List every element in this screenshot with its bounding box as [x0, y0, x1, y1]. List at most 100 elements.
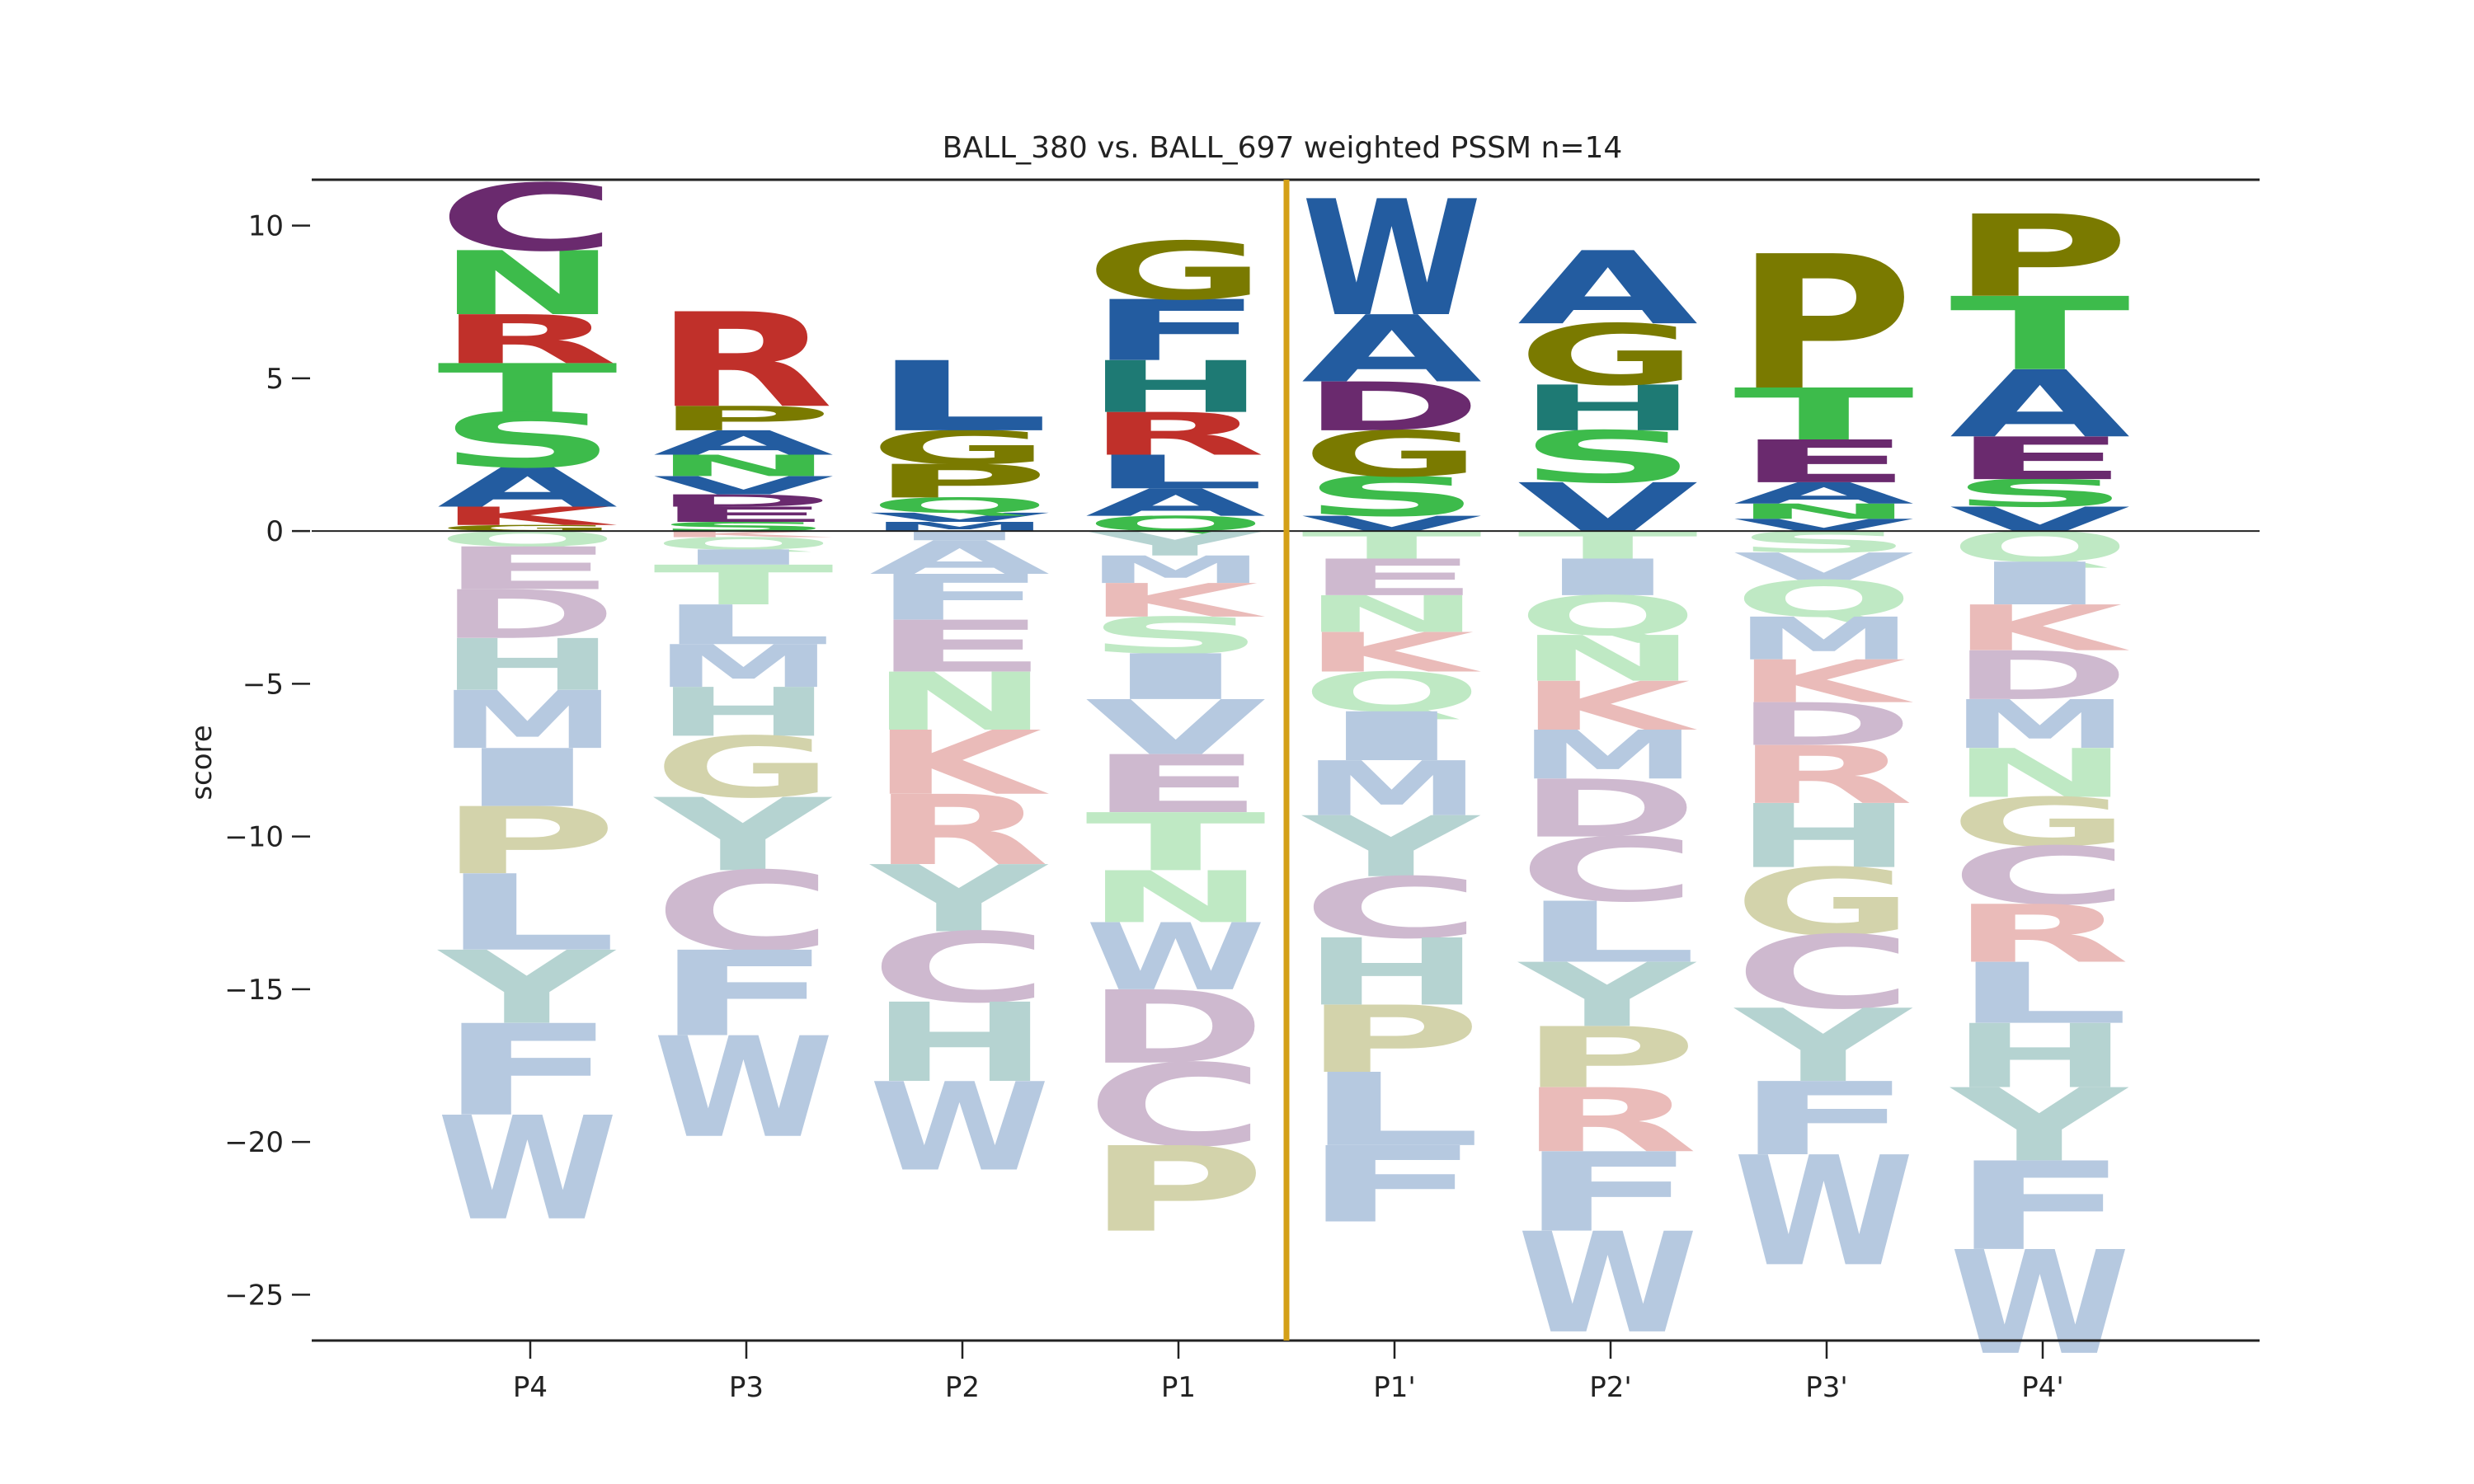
letter-a: A	[1733, 477, 1914, 510]
letter-k: K	[1950, 592, 2130, 665]
letter-q: Q	[1733, 571, 1914, 629]
letter-p: P	[1950, 191, 2130, 323]
letter-d: D	[1085, 970, 1266, 1087]
x-tick-label: P2	[945, 1371, 980, 1404]
letter-m: M	[1517, 716, 1698, 794]
letter-g: G	[1085, 226, 1266, 318]
letter-c: C	[437, 165, 618, 272]
letter-p: P	[869, 454, 1050, 508]
letter-w: W	[653, 1008, 834, 1169]
letter-l: L	[869, 341, 1050, 453]
chart-title: BALL_380 vs. BALL_697 weighted PSSM n=14	[943, 131, 1623, 165]
letter-k: K	[653, 529, 834, 539]
letter-d: D	[1733, 691, 1914, 759]
letter-s: S	[1085, 607, 1266, 665]
x-tick-label: P3	[729, 1371, 764, 1404]
letter-r: R	[869, 775, 1050, 887]
letter-s: S	[1950, 472, 2130, 515]
letter-a: A	[1301, 296, 1482, 403]
x-tick-label: P1	[1161, 1371, 1196, 1404]
letter-w: W	[1517, 1204, 1698, 1364]
letter-k: K	[1301, 622, 1481, 685]
letter-h: H	[1733, 786, 1914, 888]
letter-n: N	[653, 449, 834, 483]
letter-w: W	[437, 1086, 618, 1252]
letter-s: S	[1517, 416, 1698, 500]
letter-m: M	[1733, 605, 1914, 674]
letter-f: F	[869, 561, 1050, 634]
letter-f: F	[1085, 283, 1266, 380]
letter-r: R	[1085, 400, 1266, 468]
letter-k: K	[869, 712, 1049, 815]
letter-l: L	[1950, 946, 2130, 1043]
letter-d: D	[1517, 763, 1698, 856]
letter-q: Q	[1085, 512, 1266, 537]
letter-m: M	[1085, 548, 1266, 592]
letter-d: D	[653, 491, 834, 511]
letter-f: F	[1517, 1129, 1698, 1256]
letter-g: G	[1301, 418, 1482, 491]
letter-c: C	[1085, 1040, 1266, 1172]
letter-v: V	[653, 471, 834, 500]
letter-a: A	[1085, 481, 1266, 524]
letter-q: Q	[869, 493, 1050, 518]
letter-s: S	[437, 397, 618, 485]
letter-h: H	[869, 980, 1050, 1106]
letter-g: G	[653, 719, 834, 817]
letter-e: E	[1950, 425, 2130, 493]
letter-r: R	[437, 301, 618, 378]
letter-y: Y	[868, 847, 1049, 954]
letter-d: D	[437, 576, 618, 654]
letter-y: Y	[1300, 799, 1481, 896]
letter-a: A	[1517, 231, 1698, 347]
letter-i: I	[653, 545, 834, 570]
letter-v: V	[1733, 515, 1914, 535]
letter-d: D	[1301, 369, 1482, 446]
letter-c: C	[1517, 819, 1698, 922]
letter-a: A	[1950, 350, 2130, 458]
letter-y: Y	[652, 777, 833, 894]
x-tick-label: P2'	[1589, 1371, 1631, 1404]
x-tick-label: P1'	[1373, 1371, 1415, 1404]
letter-c: C	[1301, 860, 1482, 957]
letter-f: F	[653, 927, 834, 1063]
x-tick-label: P3'	[1805, 1371, 1847, 1404]
letter-f: F	[1301, 1125, 1482, 1247]
letter-k: K	[437, 502, 618, 531]
letter-l: L	[653, 594, 834, 657]
y-axis-label: score	[186, 725, 219, 800]
letter-i: I	[1517, 548, 1698, 607]
letter-h: H	[1950, 1006, 2130, 1108]
letter-a: A	[437, 456, 618, 519]
letter-v: V	[1301, 512, 1482, 537]
letter-m: M	[653, 632, 834, 701]
letter-c: C	[869, 913, 1050, 1024]
letter-p: P	[437, 788, 618, 895]
letter-stacks: GKASTRNCQEDHMIPLYFWSEDVNAPRKQITLMHGYCFWM…	[436, 165, 2130, 1386]
letter-e: E	[1085, 738, 1266, 830]
letter-i: I	[437, 732, 618, 824]
letter-r: R	[1517, 1070, 1698, 1172]
letter-g: G	[869, 421, 1050, 475]
letter-g: G	[1517, 307, 1698, 405]
letter-l: L	[437, 852, 618, 974]
y-tick-label: −15	[224, 974, 284, 1007]
letter-h: H	[1301, 919, 1482, 1026]
letter-t: T	[1733, 373, 1914, 456]
y-tick-label: −25	[224, 1279, 284, 1312]
letter-r: R	[1950, 889, 2130, 981]
letter-i: I	[869, 528, 1050, 543]
letter-l: L	[1517, 884, 1698, 981]
letter-w: W	[869, 1058, 1050, 1199]
letter-n: N	[1301, 585, 1482, 644]
letter-w: W	[1301, 167, 1482, 353]
letter-t: T	[437, 350, 618, 428]
letter-e: E	[869, 606, 1050, 688]
letter-m: M	[1301, 745, 1482, 834]
letter-v: V	[869, 510, 1050, 525]
letter-s: S	[1301, 465, 1482, 528]
letter-w: W	[1085, 904, 1266, 1012]
